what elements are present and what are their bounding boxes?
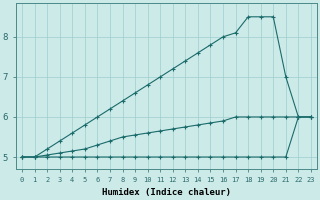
X-axis label: Humidex (Indice chaleur): Humidex (Indice chaleur) <box>102 188 231 197</box>
